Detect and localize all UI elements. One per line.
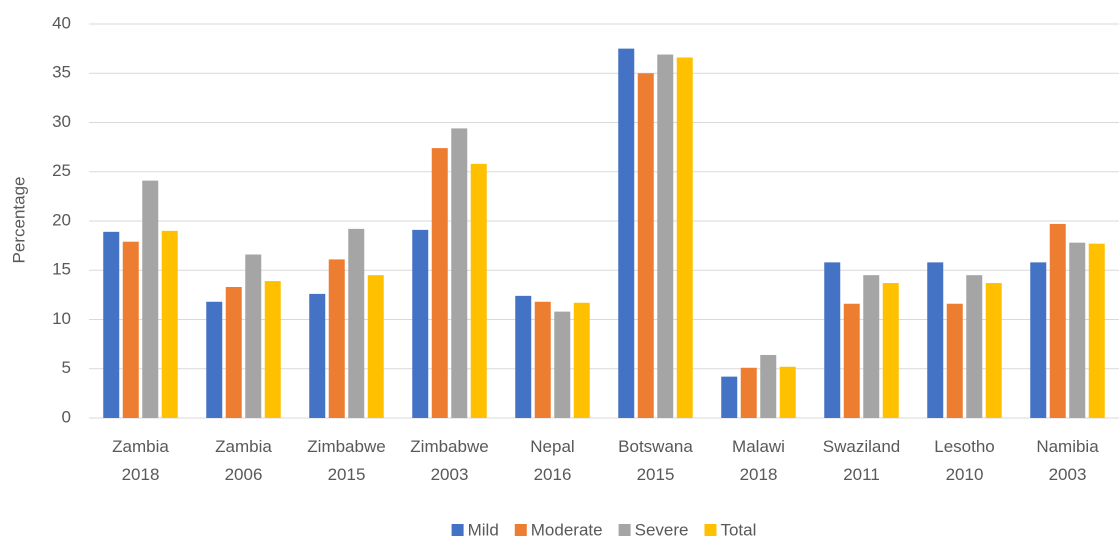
- y-tick-label: 20: [52, 210, 71, 229]
- x-tick-label: Zambia 2018: [112, 437, 169, 484]
- bar: [206, 301, 223, 418]
- legend: Mild Moderate Severe Total: [451, 520, 756, 539]
- bar: [843, 303, 860, 418]
- bar: [161, 230, 178, 418]
- x-tick-label: Lesotho 2010: [934, 437, 995, 484]
- legend-swatch: [618, 524, 631, 536]
- bar: [760, 354, 777, 418]
- bar: [1088, 243, 1105, 418]
- x-tick-label: Zambia 2006: [215, 437, 272, 484]
- bar: [637, 73, 654, 418]
- x-tick-label: Namibia 2003: [1036, 437, 1099, 484]
- bar: [554, 311, 571, 418]
- bar: [122, 241, 139, 418]
- bar: [676, 57, 693, 419]
- bar: [721, 376, 738, 418]
- bar: [515, 295, 532, 418]
- y-tick-label: 10: [52, 309, 71, 328]
- bar: [927, 262, 944, 418]
- bar: [451, 128, 468, 418]
- y-tick-label: 5: [62, 358, 71, 377]
- y-tick-label: 15: [52, 260, 71, 279]
- bar: [824, 262, 841, 418]
- y-tick-label: 30: [52, 112, 71, 131]
- bar: [225, 286, 242, 418]
- bar: [1049, 223, 1066, 418]
- bar: [657, 54, 674, 418]
- y-tick-label: 40: [52, 13, 71, 32]
- x-tick-label: Zimbabwe 2015: [307, 437, 385, 484]
- y-tick-label: 35: [52, 63, 71, 82]
- bar: [779, 366, 796, 418]
- x-tick-label: Nepal 2016: [530, 437, 574, 484]
- bar: [264, 281, 281, 418]
- x-tick-label: Swaziland 2011: [823, 437, 901, 484]
- legend-swatch: [514, 524, 527, 536]
- bar: [348, 228, 365, 418]
- bar: [534, 301, 551, 418]
- y-tick-label: 25: [52, 161, 71, 180]
- legend-swatch: [704, 524, 717, 536]
- bar: [245, 254, 262, 418]
- x-tick-label: Malawi 2018: [732, 437, 785, 484]
- legend-label: Moderate: [531, 520, 603, 539]
- bar: [412, 229, 429, 418]
- bar: [946, 303, 963, 418]
- bar: [367, 275, 384, 418]
- bar: [1069, 242, 1086, 418]
- bar: [328, 259, 345, 418]
- y-tick-label: 0: [62, 407, 71, 426]
- bar: [985, 283, 1002, 418]
- bar: [103, 231, 120, 418]
- y-axis-label: Percentage: [9, 177, 28, 264]
- bar: [740, 367, 757, 418]
- bar: [142, 180, 159, 418]
- legend-swatch: [451, 524, 464, 536]
- bar: [863, 275, 880, 418]
- bar: [618, 48, 635, 418]
- bar: [966, 275, 983, 418]
- legend-label: Mild: [468, 520, 499, 539]
- legend-label: Severe: [635, 520, 689, 539]
- bar: [882, 283, 899, 418]
- bar: [573, 302, 590, 418]
- legend-label: Total: [720, 520, 756, 539]
- bar: [470, 163, 487, 418]
- bar: [309, 293, 326, 418]
- bar: [431, 148, 448, 419]
- x-tick-label: Botswana 2015: [618, 437, 693, 484]
- x-tick-label: Zimbabwe 2003: [410, 437, 488, 484]
- bar: [1030, 262, 1047, 418]
